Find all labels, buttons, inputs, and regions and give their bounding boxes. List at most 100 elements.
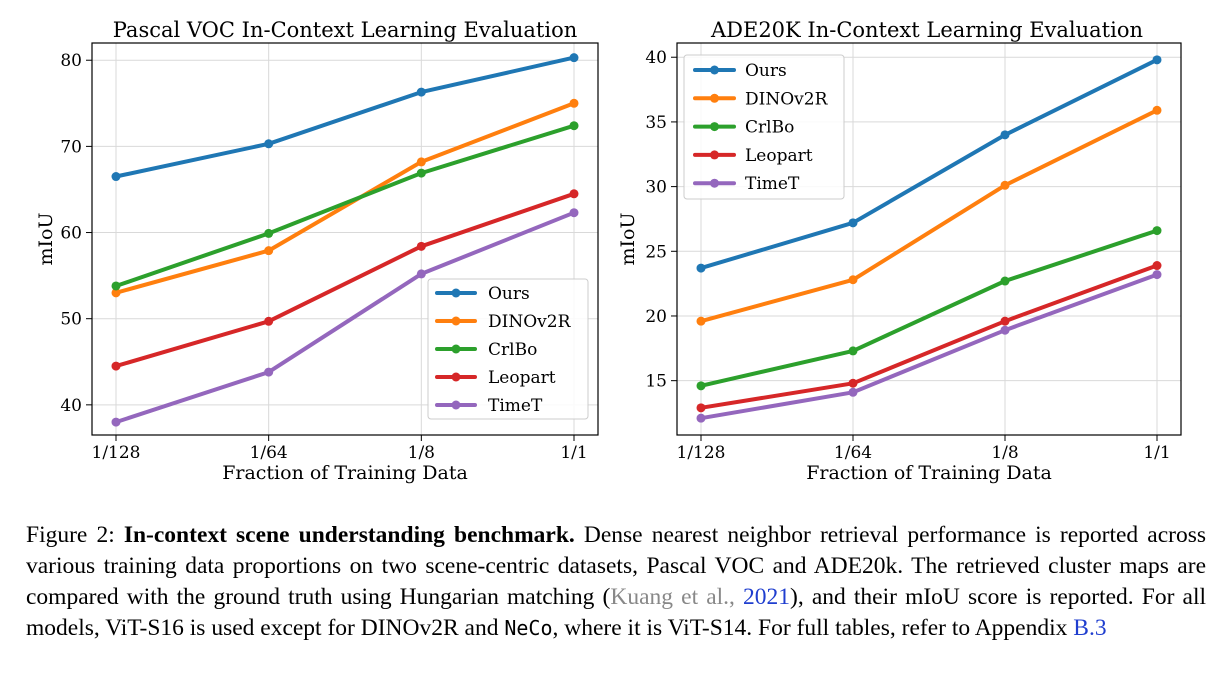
data-point-leopart [111, 361, 121, 371]
series-line-crlbo [699, 228, 1159, 388]
y-axis-label: mIoU [35, 213, 57, 266]
caption-label: Figure 2: [26, 522, 115, 548]
series-line-leopart [699, 263, 1159, 410]
y-tick-label: 35 [645, 113, 667, 133]
legend-label: Leopart [745, 146, 813, 166]
data-point-timet [696, 413, 706, 423]
data-point-crlbo [1000, 276, 1010, 286]
data-point-ours [1152, 55, 1162, 65]
data-point-timet [848, 387, 858, 397]
data-point-ours [569, 53, 579, 63]
y-tick-label: 40 [645, 48, 667, 68]
legend-label: DINOv2R [488, 312, 572, 332]
legend-marker-leopart [451, 372, 461, 382]
y-tick-label: 50 [60, 310, 82, 330]
data-point-timet [1152, 270, 1162, 280]
data-point-dinov2r [569, 98, 579, 108]
legend-label: TimeT [488, 396, 543, 416]
appendix-link[interactable]: B.3 [1073, 615, 1107, 641]
series-line-crlbo [114, 123, 576, 288]
caption-bold-title: In-context scene understanding benchmark… [123, 522, 575, 548]
data-point-dinov2r [264, 246, 274, 256]
legend-label: CrlBo [745, 118, 794, 138]
legend-label: Ours [745, 61, 787, 81]
x-tick-label: 1/128 [92, 443, 141, 463]
data-point-ours [848, 218, 858, 228]
y-axis-label: mIoU [617, 213, 639, 266]
data-point-crlbo [264, 228, 274, 238]
data-point-leopart [848, 378, 858, 388]
x-axis-label: Fraction of Training Data [222, 462, 468, 484]
data-point-dinov2r [1000, 180, 1010, 190]
citation-separator: , [729, 584, 744, 610]
data-point-ours [1000, 130, 1010, 140]
data-point-dinov2r [696, 316, 706, 326]
x-tick-label: 1/64 [250, 443, 288, 463]
legend-marker-dinov2r [451, 316, 461, 326]
series-line-dinov2r [699, 108, 1159, 324]
legend-marker-dinov2r [710, 93, 719, 103]
data-point-leopart [1000, 316, 1010, 326]
figure-caption: Figure 2: In-context scene understanding… [26, 520, 1206, 644]
data-point-leopart [416, 241, 426, 251]
data-point-timet [1000, 325, 1010, 335]
y-tick-label: 40 [60, 396, 82, 416]
y-tick-label: 15 [645, 372, 667, 392]
chart-title: Pascal VOC In-Context Learning Evaluatio… [113, 18, 578, 42]
legend-label: Ours [488, 284, 530, 304]
legend-marker-timet [710, 178, 719, 188]
data-point-dinov2r [111, 288, 121, 298]
x-tick-label: 1/8 [408, 443, 435, 463]
data-point-ours [111, 172, 121, 182]
citation-year: 2021 [743, 584, 791, 610]
caption-text-2: ), and their mIoU score is reported. For… [26, 584, 1207, 641]
x-tick-label: 1/8 [991, 443, 1018, 463]
x-tick-label: 1/64 [834, 443, 872, 463]
plot-frame [91, 42, 599, 436]
y-tick-label: 80 [60, 51, 82, 71]
data-point-crlbo [696, 381, 706, 391]
data-point-crlbo [569, 121, 579, 131]
data-point-crlbo [111, 281, 121, 291]
data-point-leopart [1152, 261, 1162, 271]
series-line-ours [114, 55, 576, 179]
legend-marker-leopart [710, 150, 719, 160]
x-tick-label: 1/1 [560, 443, 587, 463]
caption-text-1: Dense nearest neighbor retrieval perform… [26, 522, 1207, 610]
data-point-dinov2r [1152, 105, 1162, 115]
series-line-leopart [114, 191, 576, 369]
data-point-timet [416, 269, 426, 279]
y-tick-label: 25 [645, 242, 667, 262]
x-tick-label: 1/1 [1143, 443, 1170, 463]
data-point-timet [569, 208, 579, 218]
data-point-crlbo [848, 346, 858, 356]
pascal-voc-chart: 1/128 1/64 1/8 1/1 40 50 60 70 80 Pascal VOC In-C… [35, 18, 599, 484]
legend-box [683, 54, 845, 200]
legend-marker-timet [451, 400, 461, 410]
series-line-dinov2r [114, 101, 576, 295]
data-point-crlbo [1152, 226, 1162, 236]
x-axis-label: Fraction of Training Data [806, 462, 1052, 484]
data-point-ours [696, 263, 706, 273]
ade20k-chart: 1/128 1/64 1/8 1/1 15 20 25 30 35 40 ADE20K In-Con… [617, 18, 1182, 484]
citation-link[interactable]: Kuang et al., 2021 [610, 584, 790, 610]
series-line-ours [699, 57, 1159, 271]
y-tick-label: 60 [60, 224, 82, 244]
legend-marker-ours [451, 288, 461, 298]
series-line-timet [699, 272, 1159, 421]
legend-label: Leopart [488, 368, 556, 388]
legend-marker-crlbo [710, 122, 719, 132]
data-point-crlbo [416, 168, 426, 178]
chart-title: ADE20K In-Context Learning Evaluation [710, 18, 1143, 42]
plot-frame [676, 42, 1182, 436]
y-tick-label: 30 [645, 178, 667, 198]
data-point-dinov2r [848, 275, 858, 285]
series-line-timet [114, 210, 576, 425]
caption-text-3: , where it is ViT-S14. For full tables, … [552, 615, 1074, 641]
x-tick-label: 1/128 [677, 443, 726, 463]
y-tick-label: 70 [60, 137, 82, 157]
legend-marker-crlbo [451, 344, 461, 354]
data-point-timet [264, 367, 274, 377]
legend-label: TimeT [745, 174, 800, 194]
